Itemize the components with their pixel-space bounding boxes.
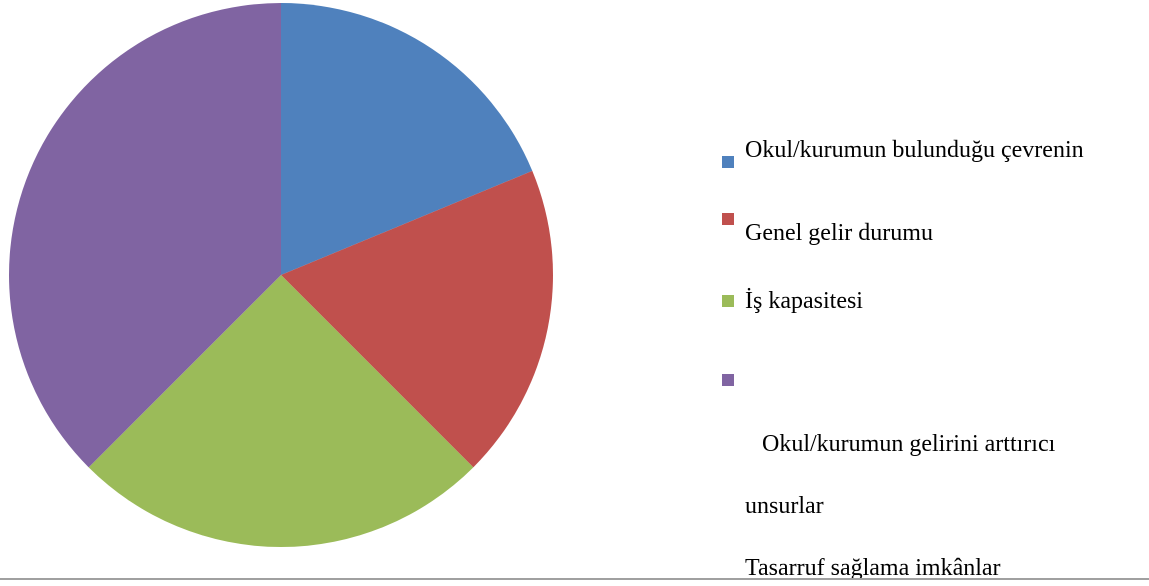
legend-label: İş kapasitesi bbox=[745, 288, 863, 314]
legend-label: Okul/kurumun gelirini arttırıcı unsurlar… bbox=[745, 431, 1056, 578]
pie-slice bbox=[281, 3, 533, 275]
legend-marker bbox=[722, 156, 734, 168]
legend-label: Genel gelir durumu bbox=[745, 220, 933, 246]
pie-chart bbox=[8, 3, 553, 547]
legend-marker bbox=[722, 213, 734, 225]
page-border bbox=[0, 578, 1149, 580]
legend-label: Okul/kurumun bulunduğu çevrenin bbox=[745, 137, 1084, 163]
pie-slice bbox=[8, 3, 282, 468]
pie-slice bbox=[88, 275, 474, 547]
legend-marker bbox=[722, 374, 734, 386]
legend-marker bbox=[722, 295, 734, 307]
pie-slice bbox=[281, 170, 553, 468]
